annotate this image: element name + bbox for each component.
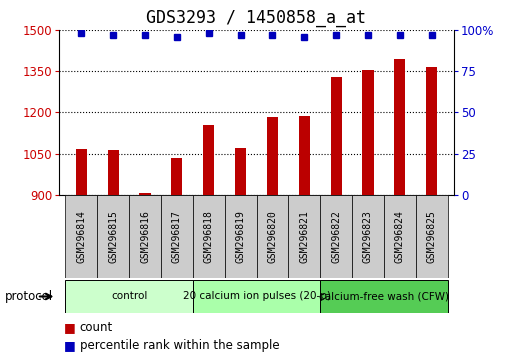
Bar <box>235 148 246 195</box>
Bar <box>267 116 278 195</box>
Text: GDS3293 / 1450858_a_at: GDS3293 / 1450858_a_at <box>147 9 366 27</box>
Text: GSM296823: GSM296823 <box>363 210 373 263</box>
Bar <box>426 67 437 195</box>
Bar <box>203 125 214 195</box>
Text: GSM296814: GSM296814 <box>76 210 86 263</box>
Bar <box>288 195 320 278</box>
Text: GSM296822: GSM296822 <box>331 210 341 263</box>
Bar <box>97 195 129 278</box>
Bar <box>225 195 256 278</box>
Bar <box>193 280 320 313</box>
Bar <box>256 195 288 278</box>
Bar <box>171 158 183 195</box>
Bar <box>299 116 310 195</box>
Text: control: control <box>111 291 147 302</box>
Text: percentile rank within the sample: percentile rank within the sample <box>80 339 279 352</box>
Text: GSM296816: GSM296816 <box>140 210 150 263</box>
Text: ■: ■ <box>64 321 76 334</box>
Text: GSM296825: GSM296825 <box>427 210 437 263</box>
Bar <box>384 195 416 278</box>
Bar <box>65 195 97 278</box>
Text: GSM296820: GSM296820 <box>267 210 278 263</box>
Bar <box>129 195 161 278</box>
Bar <box>362 70 373 195</box>
Bar <box>108 150 119 195</box>
Bar <box>416 195 448 278</box>
Bar <box>320 195 352 278</box>
Text: calcium-free wash (CFW): calcium-free wash (CFW) <box>319 291 449 302</box>
Text: ■: ■ <box>64 339 76 352</box>
Text: GSM296818: GSM296818 <box>204 210 214 263</box>
Bar <box>352 195 384 278</box>
Bar <box>65 280 193 313</box>
Text: GSM296819: GSM296819 <box>235 210 246 263</box>
Bar <box>330 77 342 195</box>
Bar <box>140 193 151 195</box>
Text: GSM296817: GSM296817 <box>172 210 182 263</box>
Bar <box>394 59 405 195</box>
Text: count: count <box>80 321 113 334</box>
Text: protocol: protocol <box>5 290 53 303</box>
Text: GSM296821: GSM296821 <box>299 210 309 263</box>
Bar <box>193 195 225 278</box>
Text: GSM296815: GSM296815 <box>108 210 118 263</box>
Bar <box>320 280 448 313</box>
Bar <box>161 195 193 278</box>
Bar <box>76 149 87 195</box>
Text: GSM296824: GSM296824 <box>395 210 405 263</box>
Text: 20 calcium ion pulses (20-p): 20 calcium ion pulses (20-p) <box>183 291 330 302</box>
